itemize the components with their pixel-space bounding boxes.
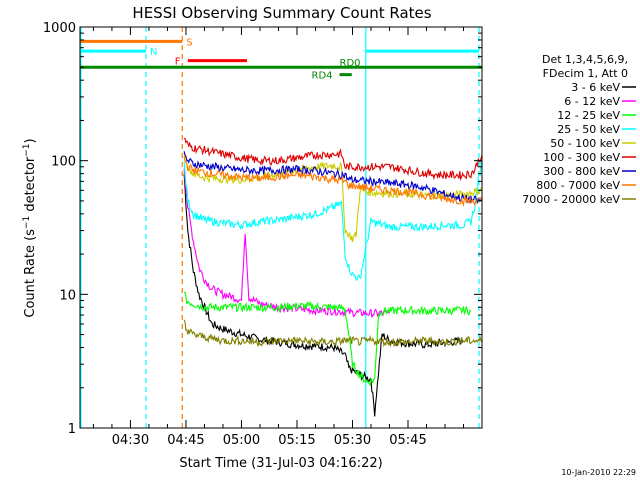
y-axis-label-exponent: −1: [22, 216, 32, 229]
legend-label: 100 - 300 keV: [543, 151, 620, 164]
x-tick-label: 05:00: [223, 433, 260, 448]
series-line: [183, 160, 483, 281]
legend-label: 12 - 25 keV: [557, 109, 620, 122]
x-tick-label: 05:45: [389, 433, 426, 448]
chart-title: HESSI Observing Summary Count Rates: [132, 4, 431, 22]
y-tick-label: 10: [59, 288, 76, 303]
series-line: [183, 156, 483, 207]
x-tick-label: 04:45: [167, 433, 204, 448]
series-line: [183, 319, 483, 348]
status-bar-label: RD0: [340, 58, 361, 69]
x-tick-label: 04:30: [112, 433, 149, 448]
x-tick-label: 05:30: [334, 433, 371, 448]
series-line: [183, 152, 483, 242]
legend-label: 50 - 100 keV: [550, 137, 620, 150]
y-tick-label: 100: [51, 155, 76, 170]
legend-label: 6 - 12 keV: [564, 95, 620, 108]
status-bar-label: F: [175, 57, 181, 68]
plot-frame: [79, 26, 483, 429]
legend-label: 3 - 6 keV: [571, 81, 620, 94]
y-axis-label-exponent: −1: [22, 143, 32, 156]
status-bar-label: N: [150, 47, 157, 58]
series-line: [183, 173, 464, 417]
y-axis-label: Count Rate (s−1 detector−1): [22, 138, 38, 317]
legend-label: 7000 - 20000 keV: [522, 193, 620, 206]
y-axis-label-text: detector: [23, 156, 38, 216]
y-axis-label-text: ): [23, 138, 38, 143]
series-line: [183, 151, 483, 205]
x-axis-label: Start Time (31-Jul-03 04:16:22): [179, 456, 382, 471]
legend-header-line: FDecim 1, Att 0: [543, 67, 628, 80]
timestamp: 10-Jan-2010 22:29: [561, 468, 636, 477]
series-line: [184, 137, 483, 181]
series-line: [183, 168, 390, 318]
legend-label: 25 - 50 keV: [557, 123, 620, 136]
y-tick-label: 1000: [43, 21, 76, 36]
y-tick-label: 1: [68, 422, 76, 437]
legend: Det 1,3,4,5,6,9, FDecim 1, Att 0 3 - 6 k…: [522, 53, 636, 206]
y-axis-label-text: Count Rate (s: [23, 229, 38, 318]
x-tick-label: 05:15: [278, 433, 315, 448]
status-bar-label: S: [186, 37, 192, 48]
legend-label: 800 - 7000 keV: [536, 179, 620, 192]
series-line: [183, 291, 472, 387]
status-bar-label: RD4: [312, 71, 333, 82]
legend-label: 300 - 800 keV: [543, 165, 620, 178]
legend-header-line: Det 1,3,4,5,6,9,: [542, 53, 628, 66]
